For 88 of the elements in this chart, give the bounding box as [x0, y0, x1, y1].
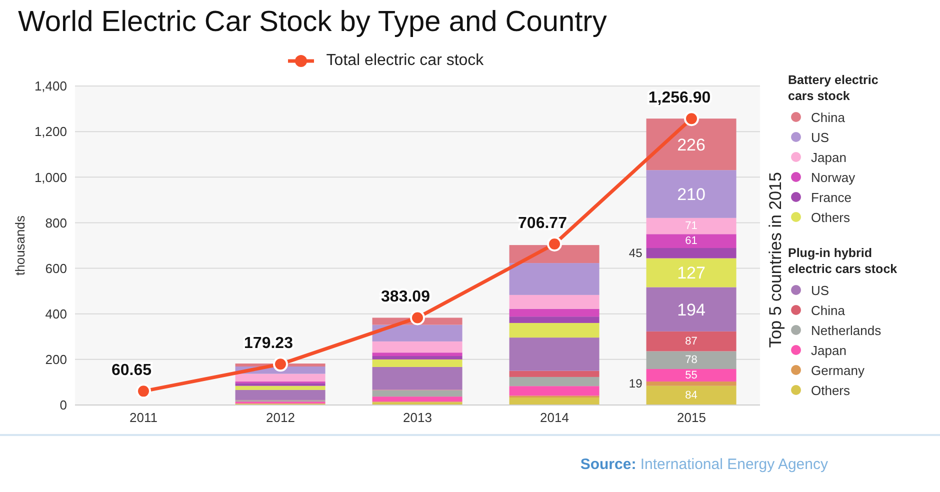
legend-label: US: [811, 282, 830, 298]
legend-label: Netherlands: [811, 322, 882, 338]
bar: [509, 376, 600, 386]
legend-label: France: [811, 190, 852, 204]
point: [136, 384, 151, 399]
bar: [646, 248, 736, 258]
y-tick-label: 200: [45, 352, 67, 368]
bar: [509, 294, 600, 309]
data-label: 61: [685, 235, 698, 248]
bar: [372, 352, 462, 356]
source-note: Source: International Energy Agency: [580, 456, 828, 473]
legend-label: Japan: [811, 150, 846, 164]
bar: [235, 374, 326, 382]
data-label: 78: [685, 354, 698, 366]
legend-label: US: [811, 130, 830, 144]
data-label: 706.77: [518, 214, 568, 232]
data-label: 60.65: [111, 362, 152, 380]
data-label: 84: [685, 389, 698, 402]
point: [684, 111, 699, 126]
point: [547, 236, 562, 252]
bar: [646, 118, 736, 170]
data-label: 87: [685, 335, 698, 348]
bar: [646, 258, 736, 288]
bar: [646, 351, 736, 369]
bar: [235, 390, 326, 400]
bar: [509, 316, 600, 323]
data-label: 1,256.90: [648, 90, 711, 107]
y-tick-label: 0: [60, 398, 67, 413]
x-tick-label: 2013: [403, 410, 432, 426]
legend-title: Top 5 countries in 2015: [766, 172, 785, 348]
y-axis-title: thousands: [12, 215, 28, 276]
bar: [509, 322, 600, 338]
bar: [646, 382, 736, 386]
point: [273, 356, 288, 372]
bar: [509, 338, 600, 371]
legend-label: Germany: [811, 362, 864, 378]
bar: [372, 396, 462, 402]
y-tick-label: 1,000: [34, 170, 67, 185]
y-tick-label: 400: [45, 306, 67, 322]
y-tick-label: 600: [45, 260, 67, 276]
bar: [235, 383, 326, 386]
data-label: 55: [685, 369, 698, 382]
bar: [509, 397, 600, 405]
x-tick-label: 2015: [677, 410, 706, 426]
data-label: 194: [677, 300, 706, 319]
bar: [646, 218, 736, 234]
bar: [509, 308, 600, 317]
bar: [509, 370, 600, 377]
legend-label: Total electric car stock: [326, 52, 484, 70]
bar: [372, 390, 462, 397]
data-label: 71: [685, 220, 698, 232]
bar: [235, 386, 326, 390]
data-label: 45: [628, 246, 643, 260]
legend-label: Norway: [811, 170, 856, 184]
x-tick-label: 2014: [540, 410, 569, 426]
data-label: 210: [677, 184, 706, 204]
legend-label: Japan: [811, 342, 846, 358]
legend-label: China: [811, 110, 845, 124]
bar: [372, 366, 462, 390]
text: Battery electric cars stock: [788, 73, 878, 103]
legend-label: China: [811, 302, 845, 318]
y-tick-label: 800: [45, 215, 67, 230]
bar: [372, 324, 462, 342]
bar: [509, 263, 600, 295]
data-label: 383.09: [381, 288, 430, 306]
y-tick-label: 1,400: [34, 78, 67, 94]
bar: [646, 331, 736, 352]
data-label: 127: [677, 263, 706, 282]
data-label: 179.23: [244, 335, 294, 352]
bar: [372, 356, 462, 360]
chart-title: World Electric Car Stock by Type and Country: [18, 6, 607, 38]
bar: [372, 359, 462, 367]
bar: [372, 341, 462, 353]
x-tick-label: 2012: [266, 410, 295, 426]
bar: [646, 170, 736, 218]
x-tick-label: 2011: [130, 410, 158, 426]
text: Plug-in hybrid electric cars stock: [788, 246, 898, 276]
legend-label: Others: [811, 382, 850, 398]
bar: [646, 386, 736, 405]
bar: [646, 234, 736, 248]
legend-label: Others: [811, 210, 850, 224]
bar: [509, 386, 600, 396]
y-tick-label: 1,200: [34, 124, 67, 140]
point: [410, 310, 425, 326]
data-label: 19: [628, 376, 643, 391]
data-label: 226: [677, 134, 706, 154]
bar: [646, 369, 736, 382]
bar: [646, 287, 736, 332]
